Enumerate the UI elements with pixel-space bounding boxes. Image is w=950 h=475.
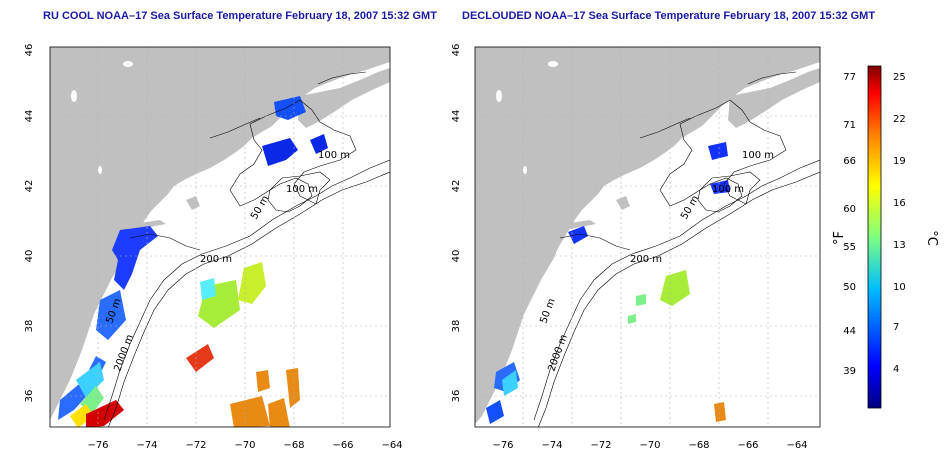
y-tick: 42 xyxy=(451,180,462,193)
celsius-tick: 16 xyxy=(893,198,906,209)
colorbar-gradient xyxy=(868,66,881,408)
y-tick: 38 xyxy=(24,320,35,333)
y-tick: 42 xyxy=(24,180,35,193)
x-tick: −64 xyxy=(381,440,402,451)
celsius-tick: 4 xyxy=(893,364,899,375)
y-tick: 40 xyxy=(24,250,35,263)
celsius-axis-label: °C xyxy=(924,230,939,246)
x-tick: −70 xyxy=(639,440,660,451)
fahrenheit-tick: 39 xyxy=(843,366,856,377)
x-tick: −74 xyxy=(541,440,562,451)
x-tick: −68 xyxy=(283,440,304,451)
y-tick: 36 xyxy=(451,390,462,403)
fahrenheit-tick: 50 xyxy=(843,282,856,293)
x-tick: −72 xyxy=(185,440,206,451)
celsius-tick: 22 xyxy=(893,114,906,125)
x-tick: −66 xyxy=(332,440,353,451)
celsius-tick: 7 xyxy=(893,322,899,333)
sst-figure: 100 m 100 m 50 m 200 m 50 m 2000 m −76 −… xyxy=(0,0,950,475)
celsius-tick: 19 xyxy=(893,156,906,167)
y-tick: 46 xyxy=(24,44,35,57)
fahrenheit-tick: 60 xyxy=(843,204,856,215)
left-map: 100 m 100 m 50 m 200 m 50 m 2000 m −76 −… xyxy=(24,44,403,451)
x-tick: −76 xyxy=(87,440,108,451)
y-tick: 44 xyxy=(24,110,35,123)
celsius-tick: 25 xyxy=(893,72,906,83)
contour-label-100m-a: 100 m xyxy=(318,150,350,161)
fahrenheit-tick: 77 xyxy=(843,72,856,83)
x-tick: −74 xyxy=(136,440,157,451)
contour-label-100m-b: 100 m xyxy=(286,184,318,195)
contour-label-200m: 200 m xyxy=(630,254,662,265)
x-tick: −72 xyxy=(590,440,611,451)
x-tick: −76 xyxy=(492,440,513,451)
x-tick: −66 xyxy=(737,440,758,451)
y-tick: 38 xyxy=(451,320,462,333)
contour-label-100m-a: 100 m xyxy=(742,150,774,161)
right-map: 100 m 100 m 50 m 200 m 50 m 2000 m −76 −… xyxy=(451,44,820,451)
contour-label-100m-b: 100 m xyxy=(712,184,744,195)
fahrenheit-tick: 44 xyxy=(843,326,856,337)
celsius-tick: 13 xyxy=(893,240,906,251)
y-tick: 46 xyxy=(451,44,462,57)
fahrenheit-tick: 66 xyxy=(843,156,856,167)
y-tick: 44 xyxy=(451,110,462,123)
fahrenheit-tick: 71 xyxy=(843,120,856,131)
x-tick: −68 xyxy=(688,440,709,451)
y-tick: 40 xyxy=(451,250,462,263)
x-tick: −64 xyxy=(786,440,807,451)
y-tick: 36 xyxy=(24,390,35,403)
temperature-colorbar: 77 71 66 60 55 50 44 39 25 22 19 16 13 1… xyxy=(832,66,939,408)
celsius-tick: 10 xyxy=(893,282,906,293)
contour-label-200m: 200 m xyxy=(200,254,232,265)
x-tick: −70 xyxy=(234,440,255,451)
fahrenheit-axis-label: °F xyxy=(832,231,847,245)
